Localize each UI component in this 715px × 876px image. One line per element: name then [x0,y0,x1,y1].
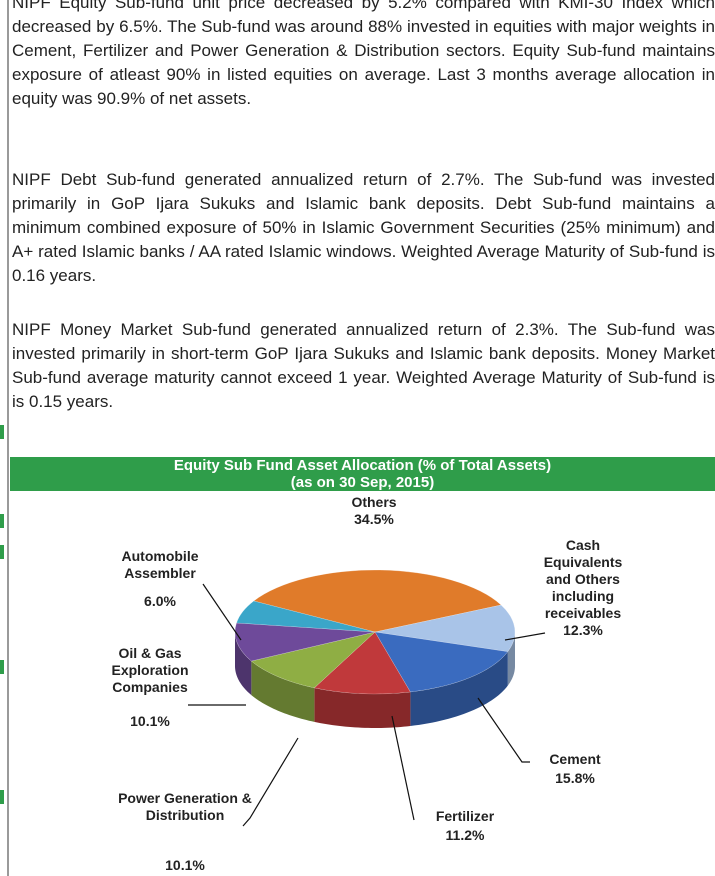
tab-marker [0,660,4,674]
slice-value-label: 12.3% [563,622,603,638]
leader-line [504,632,546,641]
slice-label: Fertilizer [435,808,495,824]
paragraph: NIPF Equity Sub-fund unit price decrease… [12,0,715,108]
tab-marker [0,425,4,439]
slice-side [410,651,508,726]
slice-value-label: 15.8% [555,770,595,786]
slice [374,631,509,693]
slice [374,604,516,652]
leader-line [391,715,415,821]
chart-title: Equity Sub Fund Asset Allocation (% of T… [173,457,552,474]
slice-label: Cement [549,751,601,767]
slice-label: Others [351,494,397,510]
slice-value-label: 6.0% [144,593,176,609]
slice [234,622,376,662]
leader-line [202,583,242,641]
slice-label: Cash Equivalents and Others including re… [543,537,623,621]
slice-label: Power Generation & Distribution [118,790,252,823]
tab-marker [0,514,4,528]
tab-marker [0,545,4,559]
slice-side [314,687,411,728]
paragraph: NIPF Money Market Sub-fund generated ann… [12,320,715,411]
slice [236,600,376,633]
slice-side [507,632,515,686]
leader-line [242,737,299,827]
slice-side [251,661,315,722]
slice-value-label: 34.5% [354,511,394,527]
chart-subtitle: (as on 30 Sep, 2015) [290,474,435,491]
slice-value-label: 10.1% [165,857,205,873]
slice-value-label: 11.2% [445,827,485,843]
slice [253,569,502,633]
chart-header: Equity Sub Fund Asset Allocation (% of T… [10,457,715,491]
leader-line [477,697,530,763]
tab-marker [0,790,4,804]
slice [313,631,411,695]
slice-label: Automobile Assembler [121,548,199,581]
margin-rule [7,0,9,876]
slice-value-label: 10.1% [130,713,170,729]
slice-side [235,632,252,696]
paragraph: NIPF Debt Sub-fund generated annualized … [12,170,715,285]
slice [250,631,376,689]
slice-label: Oil & Gas Exploration Companies [111,645,189,695]
